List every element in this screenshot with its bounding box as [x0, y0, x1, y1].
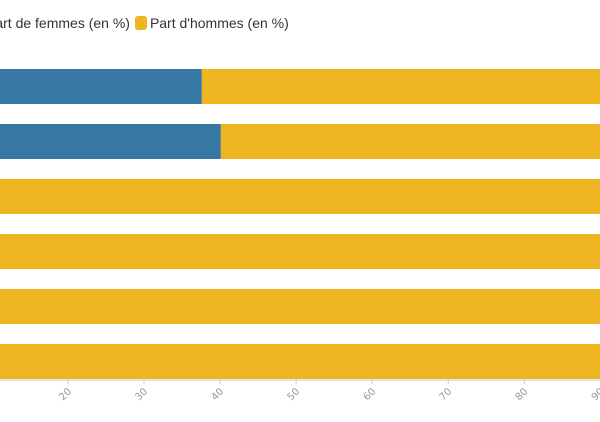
- x-axis-ticks: 20 30 40 50 60 70 80 90: [57, 380, 600, 403]
- legend-item-women[interactable]: Part de femmes (en %): [0, 15, 130, 31]
- x-tick-label-50: 50: [285, 386, 302, 403]
- x-tick-label-20: 20: [57, 386, 74, 403]
- x-tick-label-70: 70: [438, 386, 455, 403]
- bar-men-5[interactable]: [0, 289, 600, 324]
- bar-women-2[interactable]: [0, 124, 221, 159]
- x-tick-label-40: 40: [209, 386, 226, 403]
- bars-group: [0, 69, 600, 379]
- bar-men-3[interactable]: [0, 179, 600, 214]
- bar-men-1[interactable]: [201, 69, 600, 104]
- x-tick-label-80: 80: [514, 386, 531, 403]
- legend-item-men[interactable]: Part d'hommes (en %): [130, 15, 289, 31]
- bar-women-1[interactable]: [0, 69, 202, 104]
- x-tick-label-90: 90: [590, 386, 600, 403]
- bar-men-4[interactable]: [0, 234, 600, 269]
- bar-men-2[interactable]: [220, 124, 600, 159]
- legend-swatch-men: [134, 16, 147, 30]
- bar-men-6[interactable]: [0, 344, 600, 379]
- legend: Part de femmes (en %) Part d'hommes (en …: [0, 12, 289, 34]
- legend-label-men: Part d'hommes (en %): [149, 15, 289, 31]
- x-tick-label-30: 30: [133, 386, 150, 403]
- x-tick-label-60: 60: [362, 386, 379, 403]
- legend-label-women: Part de femmes (en %): [0, 15, 130, 31]
